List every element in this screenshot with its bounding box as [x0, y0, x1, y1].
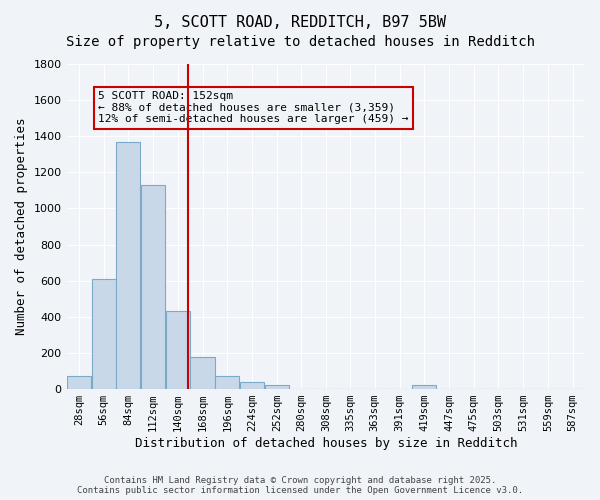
Bar [141, 185, 165, 389]
Text: 5 SCOTT ROAD: 152sqm
← 88% of detached houses are smaller (3,359)
12% of semi-de: 5 SCOTT ROAD: 152sqm ← 88% of detached h… [98, 91, 409, 124]
Text: Contains HM Land Registry data © Crown copyright and database right 2025.
Contai: Contains HM Land Registry data © Crown c… [77, 476, 523, 495]
Y-axis label: Number of detached properties: Number of detached properties [15, 118, 28, 336]
X-axis label: Distribution of detached houses by size in Redditch: Distribution of detached houses by size … [134, 437, 517, 450]
Bar [92, 279, 116, 389]
Bar [190, 356, 215, 389]
Text: Size of property relative to detached houses in Redditch: Size of property relative to detached ho… [65, 35, 535, 49]
Bar [240, 382, 264, 389]
Bar [412, 386, 436, 389]
Bar [215, 376, 239, 389]
Text: 5, SCOTT ROAD, REDDITCH, B97 5BW: 5, SCOTT ROAD, REDDITCH, B97 5BW [154, 15, 446, 30]
Bar [265, 386, 289, 389]
Bar [166, 312, 190, 389]
Bar [116, 142, 140, 389]
Bar [67, 376, 91, 389]
